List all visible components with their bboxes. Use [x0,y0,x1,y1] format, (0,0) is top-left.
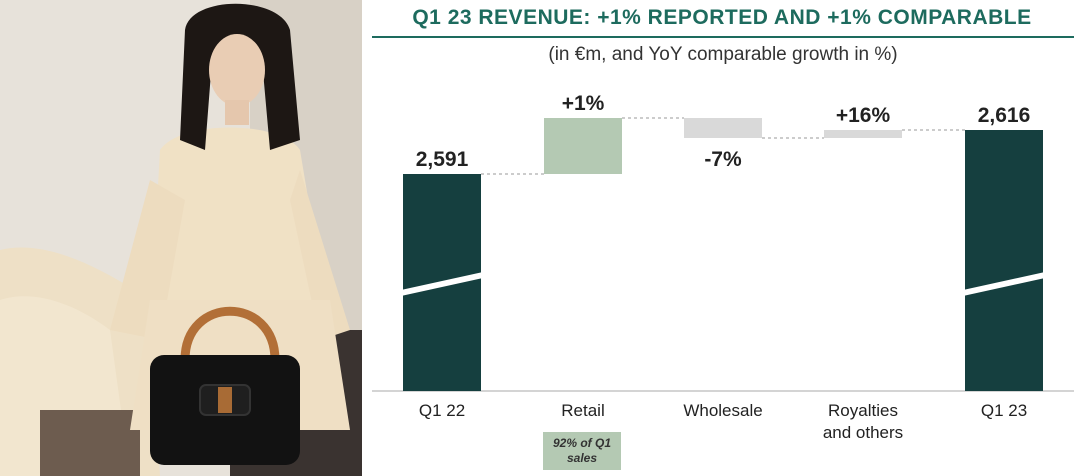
retail-share-note-text: 92% of Q1 sales [552,436,612,465]
axis-break-mark [401,272,483,296]
title-underline [372,36,1074,38]
category-label: Q1 22 [419,401,465,420]
category-label: Wholesale [683,401,762,420]
category-label: Retail [561,401,604,420]
waterfall-chart: 2,591 Q1 22 +1% Retail -7% Wholesale +16% Royal… [372,92,1074,442]
chart-subtitle: (in €m, and YoY comparable growth in %) [548,44,898,65]
retail-share-note: 92% of Q1 sales [543,432,621,470]
category-label: Royalties [828,401,898,420]
model-photo-illustration [0,0,362,476]
chart-panel: Q1 23 REVENUE: +1% REPORTED AND +1% COMP… [362,0,1080,476]
category-label: and others [823,423,903,442]
value-label: 2,616 [978,104,1031,127]
value-label: +16% [836,104,891,127]
bar-q1-23 [965,130,1043,391]
axis-break-mark [963,272,1045,296]
model-photo [0,0,362,476]
bar-retail [544,118,622,174]
value-label: +1% [562,92,605,115]
bar-royalties-and-others [824,130,902,138]
value-label: -7% [704,148,742,171]
value-label: 2,591 [416,148,469,171]
chart-title: Q1 23 REVENUE: +1% REPORTED AND +1% COMP… [412,6,1032,29]
bar-wholesale [684,118,762,138]
category-label: Q1 23 [981,401,1027,420]
